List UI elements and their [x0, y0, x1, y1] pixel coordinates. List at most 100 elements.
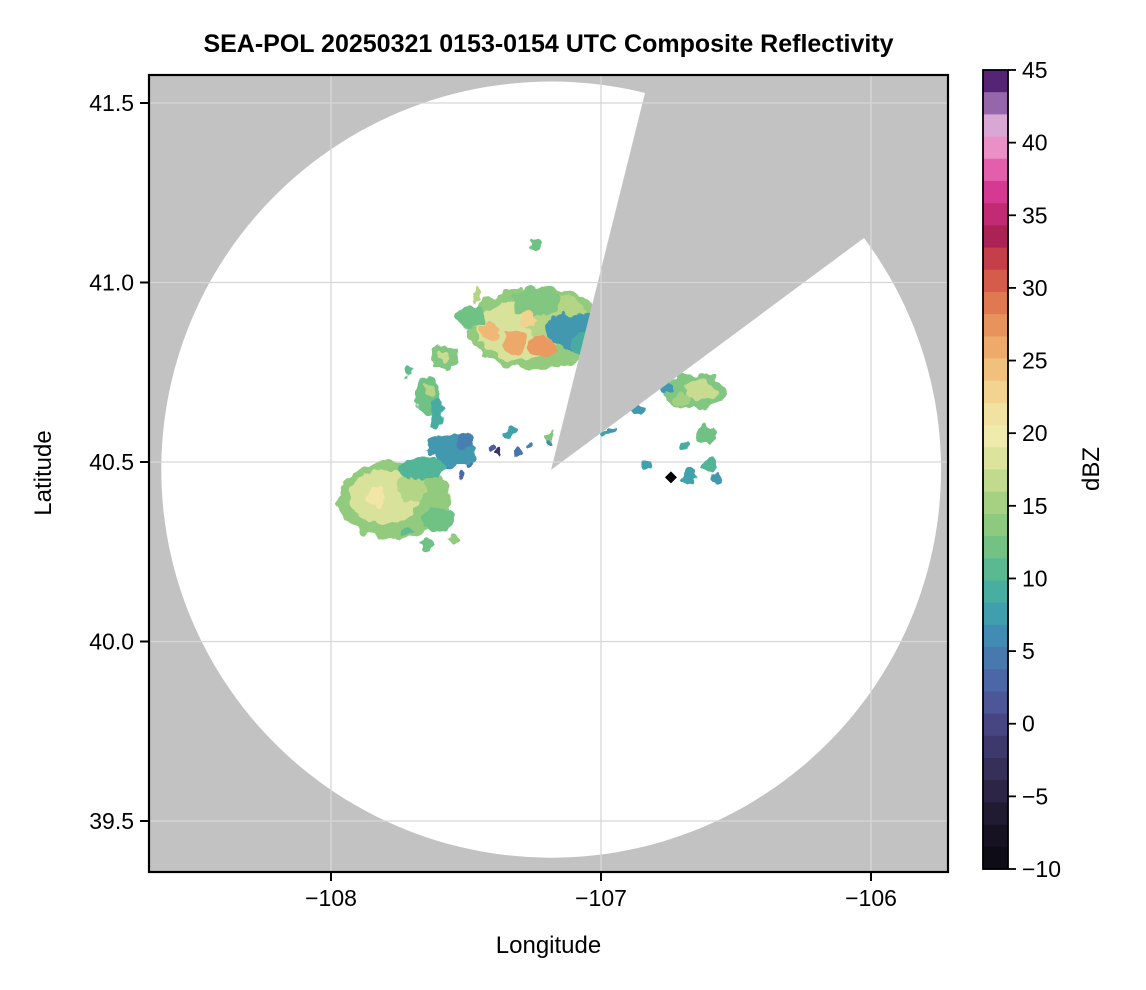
colorbar-tick-label: −10: [1022, 856, 1061, 882]
y-tick-label: 39.5: [89, 808, 134, 834]
radar-echo: [513, 285, 562, 319]
colorbar-segment: [983, 447, 1008, 471]
colorbar-segment: [983, 425, 1008, 448]
radar-echo: [401, 525, 412, 535]
page-title: SEA-POL 20250321 0153-0154 UTC Composite…: [203, 30, 894, 58]
colorbar-segment: [983, 247, 1008, 271]
colorbar-segment: [983, 291, 1008, 315]
radar-echo: [701, 458, 717, 473]
y-axis-label: Latitude: [30, 430, 57, 516]
radar-echo: [430, 397, 444, 433]
colorbar-tick-label: 10: [1022, 565, 1048, 591]
radar-echo: [439, 350, 450, 362]
radar-echo: [422, 506, 453, 533]
colorbar-segment: [983, 824, 1008, 848]
colorbar-segment: [983, 469, 1008, 493]
colorbar-segment: [983, 203, 1008, 226]
colorbar: 45 40 35 30 25 20 15 10 5 0 −5 −10: [982, 57, 1061, 882]
radar-echo: [398, 457, 448, 479]
colorbar-segment: [983, 314, 1008, 337]
radar-echo: [481, 320, 499, 339]
colorbar-segment: [983, 713, 1008, 737]
colorbar-segment: [983, 491, 1008, 515]
colorbar-tick-label: 45: [1022, 57, 1048, 83]
colorbar-frame: [982, 69, 1009, 870]
colorbar-segment: [983, 336, 1008, 360]
colorbar-segment: [983, 136, 1008, 160]
radar-echo: [710, 473, 721, 484]
radar-echo: [395, 472, 429, 502]
colorbar-segment: [983, 402, 1008, 426]
colorbar-segment: [983, 846, 1008, 870]
plot-area: [149, 75, 948, 872]
radar-echo: [605, 427, 616, 433]
radar-echo: [682, 467, 698, 484]
y-tick-label: 40.5: [89, 449, 134, 475]
colorbar-segment: [983, 624, 1008, 648]
colorbar-segment: [983, 180, 1008, 204]
y-tick-label: 41.5: [89, 90, 134, 116]
radar-echo: [421, 539, 435, 550]
radar-echo: [402, 366, 414, 377]
colorbar-tick-label: 5: [1022, 638, 1035, 664]
colorbar-segment: [983, 358, 1008, 382]
radar-echo: [473, 284, 483, 304]
colorbar-tick-label: 30: [1022, 275, 1048, 301]
radar-echo: [695, 425, 718, 446]
radar-echo: [364, 487, 387, 509]
x-tick-label: −106: [845, 885, 897, 911]
colorbar-segment: [983, 602, 1008, 626]
radar-echo: [640, 463, 651, 471]
radar-echo: [673, 391, 691, 406]
y-tick-label: 41.0: [89, 270, 134, 296]
reflectivity-echo-layer: [338, 240, 727, 550]
axis-tick-labels: −108 −107 −106 41.5 41.0 40.5 40.0 39.5: [89, 90, 897, 911]
radar-echo: [446, 533, 459, 545]
radar-echo: [488, 443, 496, 452]
colorbar-segment: [983, 114, 1008, 138]
x-tick-label: −108: [305, 885, 357, 911]
colorbar-segment: [983, 158, 1008, 182]
radar-echo: [680, 441, 692, 451]
radar-echo: [504, 427, 517, 436]
radar-echo: [456, 304, 484, 332]
radar-echo: [520, 311, 537, 327]
colorbar-segment: [983, 558, 1008, 582]
plot-frame: [147, 73, 950, 874]
radar-echo: [514, 448, 523, 458]
colorbar-tick-label: 25: [1022, 348, 1048, 374]
colorbar-segment: [983, 269, 1008, 293]
colorbar-segment: [983, 513, 1008, 537]
colorbar-segment: [983, 580, 1008, 604]
radar-echo: [501, 329, 529, 355]
colorbar-segment: [983, 225, 1008, 249]
colorbar-segment: [983, 802, 1008, 826]
radar-echo: [531, 240, 540, 251]
radar-scan-area: [161, 81, 942, 858]
colorbar-segment: [983, 780, 1008, 804]
x-tick-label: −107: [575, 885, 627, 911]
colorbar-segment: [983, 536, 1008, 559]
colorbar-segment: [983, 70, 1008, 93]
colorbar-segment: [983, 92, 1008, 115]
colorbar-tick-label: 35: [1022, 202, 1048, 228]
colorbar-tick-label: 0: [1022, 711, 1035, 737]
y-tick-label: 40.0: [89, 629, 134, 655]
colorbar-tick-label: 20: [1022, 420, 1048, 446]
radar-echo: [423, 383, 435, 398]
radar-echo: [457, 433, 475, 448]
colorbar-segment: [983, 691, 1008, 715]
colorbar-segment: [983, 669, 1008, 693]
colorbar-tick-label: 40: [1022, 130, 1048, 156]
colorbar-segment: [983, 735, 1008, 759]
axis-ticks: [140, 102, 872, 881]
colorbar-tick-label: −5: [1022, 783, 1048, 809]
colorbar-segment: [983, 647, 1008, 670]
radar-echo: [494, 447, 502, 457]
colorbar-segment: [983, 758, 1008, 781]
colorbar-tick-label: 15: [1022, 493, 1048, 519]
radar-echo: [530, 335, 556, 359]
site-marker-diamond: [664, 471, 677, 484]
